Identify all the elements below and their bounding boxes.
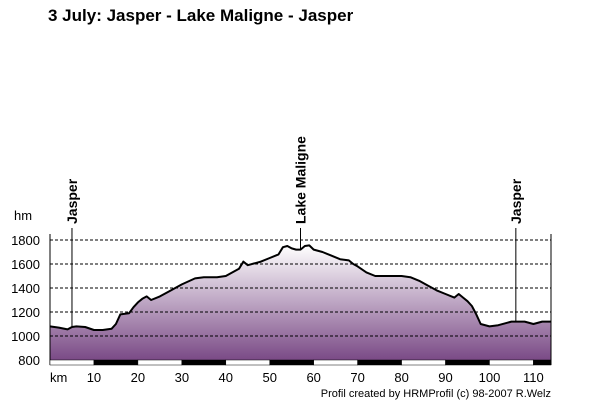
elevation-area	[50, 245, 551, 360]
x-tick-label: 70	[350, 370, 364, 385]
y-tick-label: 1600	[11, 257, 40, 272]
x-tick-label: 10	[87, 370, 101, 385]
x-scale-segment	[489, 359, 534, 366]
x-tick-label: 110	[523, 370, 544, 385]
credit-text: Profil created by HRMProfil (c) 98-2007 …	[321, 388, 551, 400]
x-scale-segment	[93, 359, 139, 366]
elevation-line	[49, 244, 551, 331]
x-tick-label: 50	[263, 370, 277, 385]
x-scale-segment	[401, 359, 446, 366]
chart-title: 3 July: Jasper - Lake Maligne - Jasper	[48, 6, 354, 25]
y-tick-label: 1000	[11, 329, 40, 344]
x-tick-label: 30	[175, 370, 189, 385]
x-tick-label: 100	[479, 370, 501, 385]
y-tick-label: 800	[18, 353, 40, 368]
x-tick-label: 80	[394, 370, 408, 385]
x-scale-segment	[181, 359, 227, 366]
x-tick-label: 60	[306, 370, 320, 385]
x-scale-segment	[533, 359, 552, 366]
x-tick-label: 90	[438, 370, 452, 385]
x-scale-segment	[269, 359, 314, 366]
x-scale-segment	[357, 359, 402, 366]
x-tick-label: 20	[131, 370, 145, 385]
waypoint-label: Lake Maligne	[293, 136, 309, 224]
y-tick-label: 1200	[11, 305, 40, 320]
y-tick-label: 1400	[11, 281, 40, 296]
waypoint-label: Jasper	[508, 178, 524, 224]
x-axis-unit-label: km	[50, 370, 67, 385]
waypoint-label: Jasper	[64, 178, 80, 224]
y-axis-unit-label: hm	[14, 208, 32, 223]
y-tick-label: 1800	[11, 233, 40, 248]
x-scale-segment	[49, 359, 95, 366]
x-scale-segment	[313, 359, 358, 366]
x-scale-segment	[137, 359, 183, 366]
x-scale-segment	[225, 359, 270, 366]
x-scale-segment	[445, 359, 490, 366]
x-tick-label: 40	[219, 370, 233, 385]
